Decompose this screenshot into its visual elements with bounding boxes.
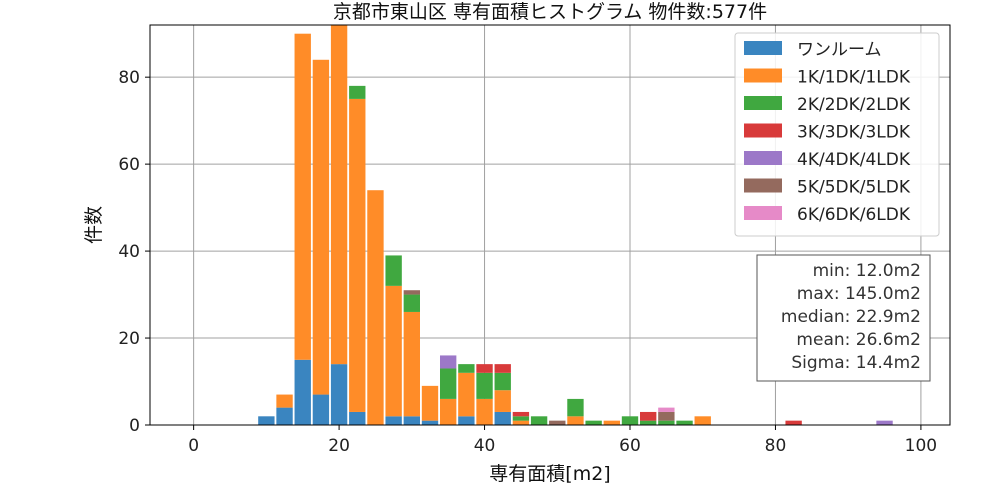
legend-label: ワンルーム: [797, 40, 882, 60]
legend-label: 2K/2DK/2LDK: [797, 95, 911, 115]
stat-max: max: 145.0m2: [797, 284, 921, 304]
legend: ワンルーム 1K/1DK/1LDK 2K/2DK/2LDK 3K/3DK/3LDK 4K…: [734, 32, 940, 237]
legend-swatch: [744, 96, 782, 110]
stat-median: median: 22.9m2: [781, 307, 921, 327]
histogram-bar: [458, 364, 475, 373]
legend-label: 3K/3DK/3LDK: [797, 123, 911, 143]
histogram-bar: [640, 411, 657, 421]
legend-frame: [734, 32, 940, 237]
x-tick-label: 100: [905, 436, 937, 456]
legend-label: 4K/4DK/4LDK: [797, 150, 911, 170]
histogram-bar: [458, 372, 475, 417]
bars: [258, 25, 893, 425]
legend-swatch: [744, 178, 782, 193]
x-axis-ticks: 0 20 40 60 80 100: [188, 425, 937, 456]
histogram-bar: [385, 285, 402, 417]
stats-frame: [756, 254, 931, 382]
histogram-bar: [276, 394, 293, 408]
histogram-bar: [785, 420, 802, 425]
histogram-bar: [349, 411, 366, 425]
y-tick-label: 40: [118, 242, 140, 262]
histogram-bar: [512, 420, 530, 425]
y-tick-label: 60: [118, 155, 140, 175]
y-axis-ticks: 0 20 40 60 80: [118, 68, 150, 436]
histogram-bar: [312, 59, 330, 395]
histogram-bar: [530, 416, 548, 425]
histogram-bar: [294, 359, 311, 425]
legend-swatch: [744, 41, 782, 55]
chart-title: 京都市東山区 専有面積ヒストグラム 物件数:577件: [333, 1, 767, 23]
legend-label: 1K/1DK/1LDK: [797, 68, 911, 88]
histogram-bar: [494, 390, 511, 412]
histogram-bar: [603, 420, 620, 425]
legend-label: 5K/5DK/5LDK: [797, 178, 911, 198]
histogram-bar: [876, 420, 893, 425]
y-axis-label: 件数: [83, 206, 105, 244]
legend-swatch: [744, 151, 782, 165]
legend-label: 6K/6DK/6LDK: [797, 205, 911, 225]
histogram-bar: [585, 420, 602, 425]
histogram-bar: [403, 311, 420, 417]
histogram-bar: [494, 372, 511, 391]
histogram-bar: [403, 290, 420, 295]
histogram-bar: [349, 98, 366, 412]
histogram-bar: [294, 33, 311, 360]
histogram-bar: [440, 368, 457, 399]
histogram-bar: [367, 190, 384, 425]
histogram-bar: [385, 255, 402, 286]
stat-mean: mean: 26.6m2: [796, 330, 921, 350]
y-tick-label: 20: [118, 329, 140, 349]
histogram-bar: [312, 394, 330, 425]
histogram-bar: [512, 411, 530, 417]
histogram-bar: [494, 411, 511, 425]
histogram-bar: [476, 364, 493, 373]
stat-min: min: 12.0m2: [813, 261, 921, 281]
plot-frame: [149, 24, 951, 426]
histogram-bar: [567, 398, 584, 417]
legend-swatch: [744, 206, 782, 220]
histogram-bar: [621, 416, 639, 425]
legend-swatch: [744, 123, 782, 138]
y-tick-label: 80: [118, 68, 140, 88]
histogram-bar: [640, 420, 657, 425]
histogram-bar: [494, 364, 511, 373]
x-tick-label: 40: [474, 436, 496, 456]
histogram-bar: [567, 416, 584, 425]
histogram-bar: [549, 420, 566, 425]
x-tick-label: 80: [765, 436, 787, 456]
histogram-bar: [330, 364, 348, 425]
histogram-bar: [330, 25, 348, 365]
histogram-bar: [476, 398, 493, 425]
histogram-bar: [440, 355, 457, 369]
stats-box: min: 12.0m2 max: 145.0m2 median: 22.9m2 …: [756, 254, 931, 382]
x-tick-label: 60: [619, 436, 641, 456]
histogram-bar: [658, 420, 675, 425]
histogram-bar: [458, 416, 475, 425]
histogram-bar: [658, 411, 675, 421]
histogram-bar: [440, 398, 457, 425]
histogram-bar: [421, 420, 439, 425]
y-tick-label: 0: [129, 416, 140, 436]
histogram-bar: [476, 372, 493, 399]
histogram-bar: [694, 416, 711, 425]
histogram-bar: [403, 416, 420, 425]
histogram-bar: [385, 416, 402, 425]
legend-swatch: [744, 68, 782, 83]
stat-sigma: Sigma: 14.4m2: [791, 353, 921, 373]
histogram-bar: [349, 85, 366, 99]
histogram-bar: [421, 385, 439, 421]
x-tick-label: 0: [188, 436, 199, 456]
histogram-bar: [276, 407, 293, 425]
histogram-bar: [403, 294, 420, 312]
x-axis-label: 専有面積[m2]: [489, 463, 610, 485]
histogram-bar: [258, 416, 275, 425]
histogram-bar: [658, 407, 675, 412]
histogram-bar: [676, 420, 693, 425]
x-tick-label: 20: [328, 436, 350, 456]
histogram-bar: [512, 416, 530, 421]
